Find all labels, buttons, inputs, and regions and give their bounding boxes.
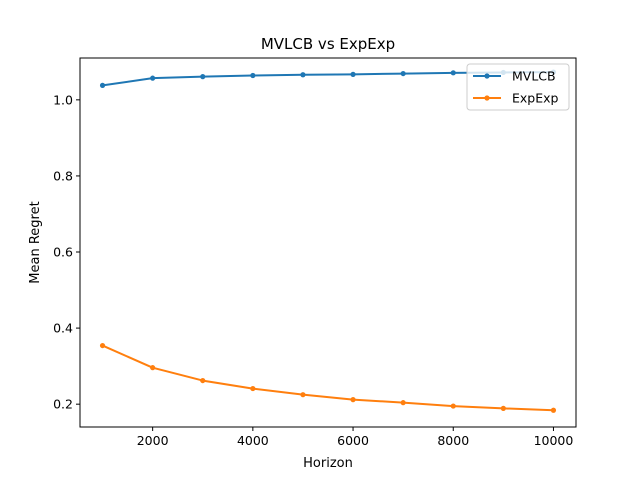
- data-point-mvlcb: [250, 72, 256, 79]
- legend-label: ExpExp: [512, 91, 559, 106]
- y-tick-label: 0.8: [53, 168, 73, 183]
- data-point-expexp: [99, 342, 106, 349]
- y-tick-label: 1.0: [53, 92, 73, 107]
- y-axis: 0.2 0.4 0.6 0.8 1.0: [53, 92, 80, 412]
- data-point-expexp: [400, 400, 406, 406]
- data-point-mvlcb: [400, 70, 406, 77]
- data-point-mvlcb: [450, 70, 456, 76]
- data-point-expexp: [250, 385, 256, 392]
- series-line-expexp: [101, 344, 555, 412]
- data-point-expexp: [350, 397, 356, 403]
- data-point-mvlcb: [99, 82, 106, 88]
- y-axis-label: Mean Regret: [28, 201, 43, 283]
- data-point-expexp: [550, 407, 557, 413]
- legend: MVLCB ExpExp: [466, 63, 570, 111]
- legend-label: MVLCB: [512, 69, 556, 84]
- data-point-expexp: [300, 392, 306, 398]
- data-point-expexp: [450, 403, 456, 409]
- plot-area: [79, 57, 577, 428]
- x-axis-label: Horizon: [303, 456, 353, 471]
- data-point-expexp: [500, 405, 506, 411]
- legend-marker: [484, 73, 490, 79]
- x-tick-label: 4000: [237, 433, 269, 448]
- x-tick-label: 8000: [437, 433, 469, 448]
- data-point-mvlcb: [350, 71, 356, 77]
- data-point-expexp: [200, 377, 206, 384]
- x-tick-label: 6000: [337, 433, 369, 448]
- y-tick-label: 0.4: [53, 321, 73, 336]
- data-point-expexp: [150, 365, 156, 371]
- x-axis: 2000 4000 6000 8000 10000: [137, 427, 574, 448]
- legend-marker: [484, 95, 490, 101]
- y-tick-label: 0.2: [53, 397, 73, 412]
- x-tick-label: 10000: [534, 433, 574, 448]
- y-tick-label: 0.6: [53, 245, 73, 260]
- data-point-mvlcb: [150, 75, 156, 81]
- x-tick-label: 2000: [137, 433, 169, 448]
- data-point-mvlcb: [200, 74, 206, 80]
- data-point-mvlcb: [300, 72, 306, 78]
- chart-title: MVLCB vs ExpExp: [261, 35, 395, 53]
